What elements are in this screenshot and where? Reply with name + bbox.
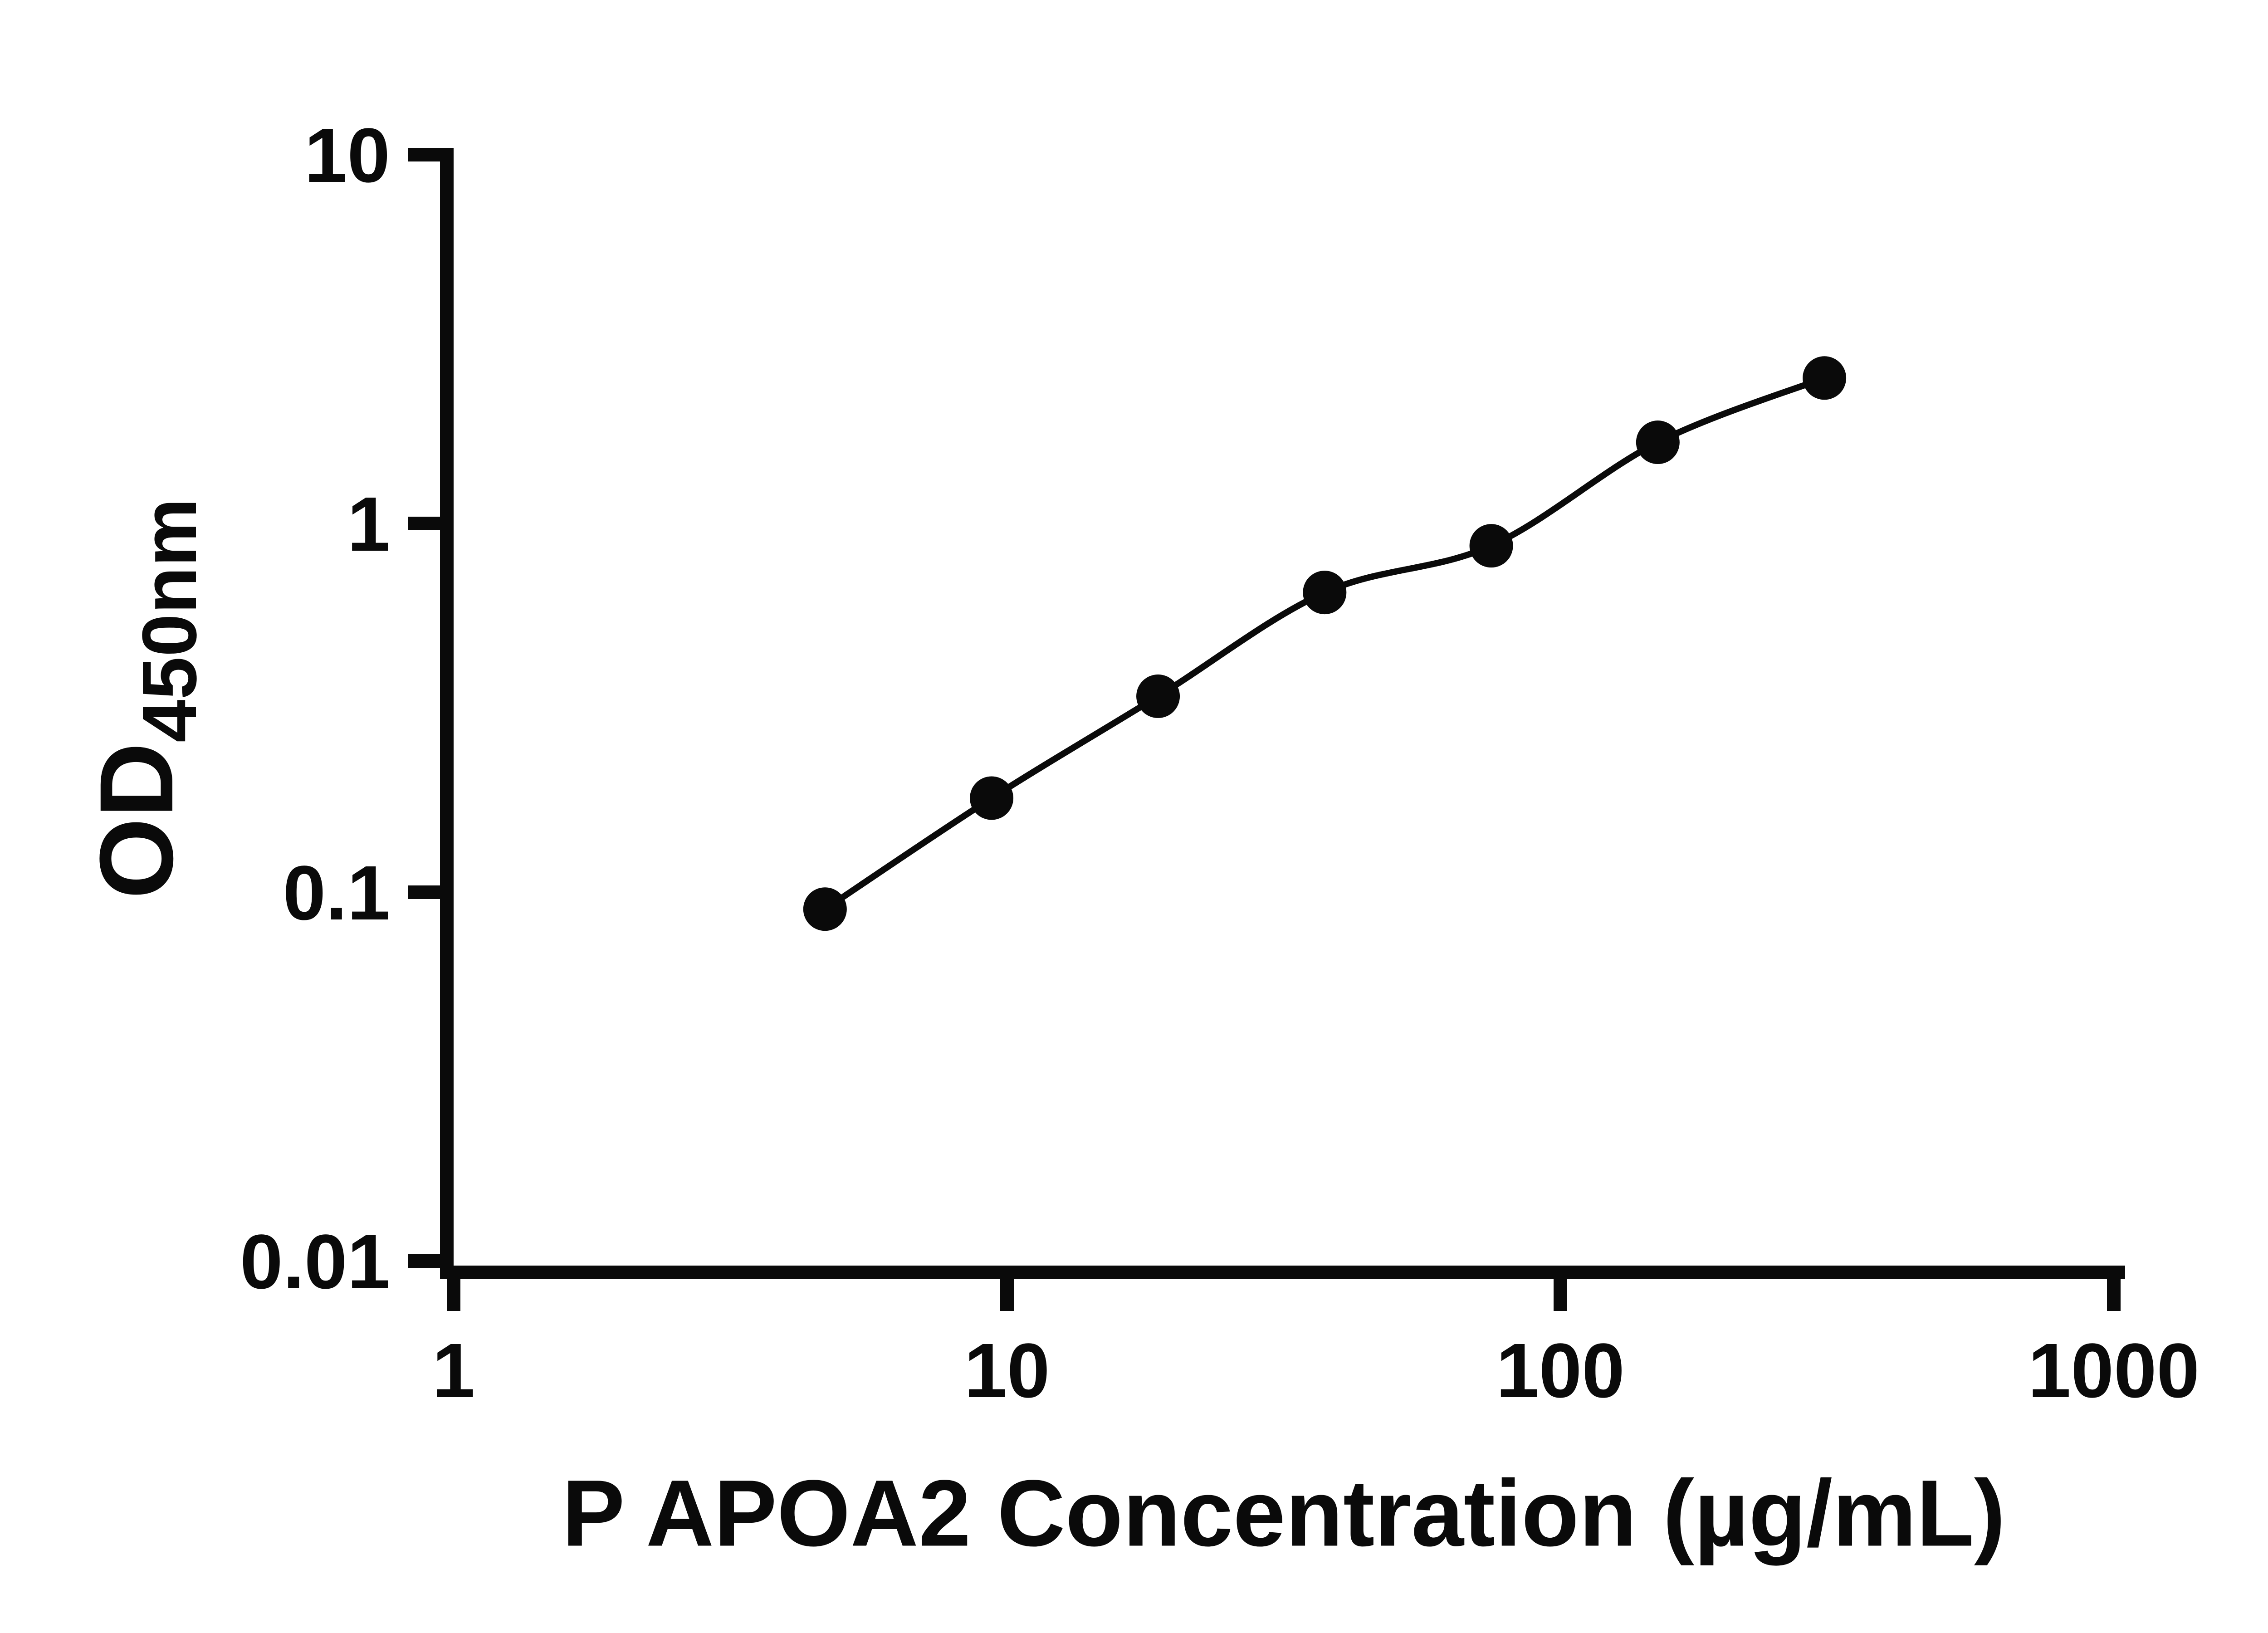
data-point: [1803, 356, 1847, 400]
y-axis-tick-label: 10: [304, 112, 390, 199]
y-axis-title: OD450nm: [76, 498, 214, 899]
x-axis-tick-label: 1000: [2028, 1328, 2200, 1414]
data-point: [803, 887, 847, 931]
x-axis-tick-label: 10: [964, 1328, 1050, 1414]
data-point: [1636, 420, 1680, 464]
x-axis-tick-label: 100: [1496, 1328, 1625, 1414]
data-point: [1303, 571, 1347, 615]
x-axis-tick-label: 1: [432, 1328, 475, 1414]
axis-lines: [440, 148, 2125, 1279]
y-axis-tick-label: 0.01: [240, 1219, 390, 1305]
y-axis-title-text: OD: [78, 742, 195, 899]
y-axis-tick-label: 1: [347, 481, 390, 567]
y-axis-tick-label: 0.1: [283, 850, 390, 936]
data-point: [1469, 524, 1513, 568]
data-point: [970, 776, 1014, 820]
data-point: [1136, 674, 1180, 718]
x-axis-title: P APOA2 Concentration (µg/mL): [562, 1461, 2006, 1566]
fitted-curve: [821, 375, 1828, 913]
y-axis-title-subscript: 450nm: [127, 498, 213, 743]
